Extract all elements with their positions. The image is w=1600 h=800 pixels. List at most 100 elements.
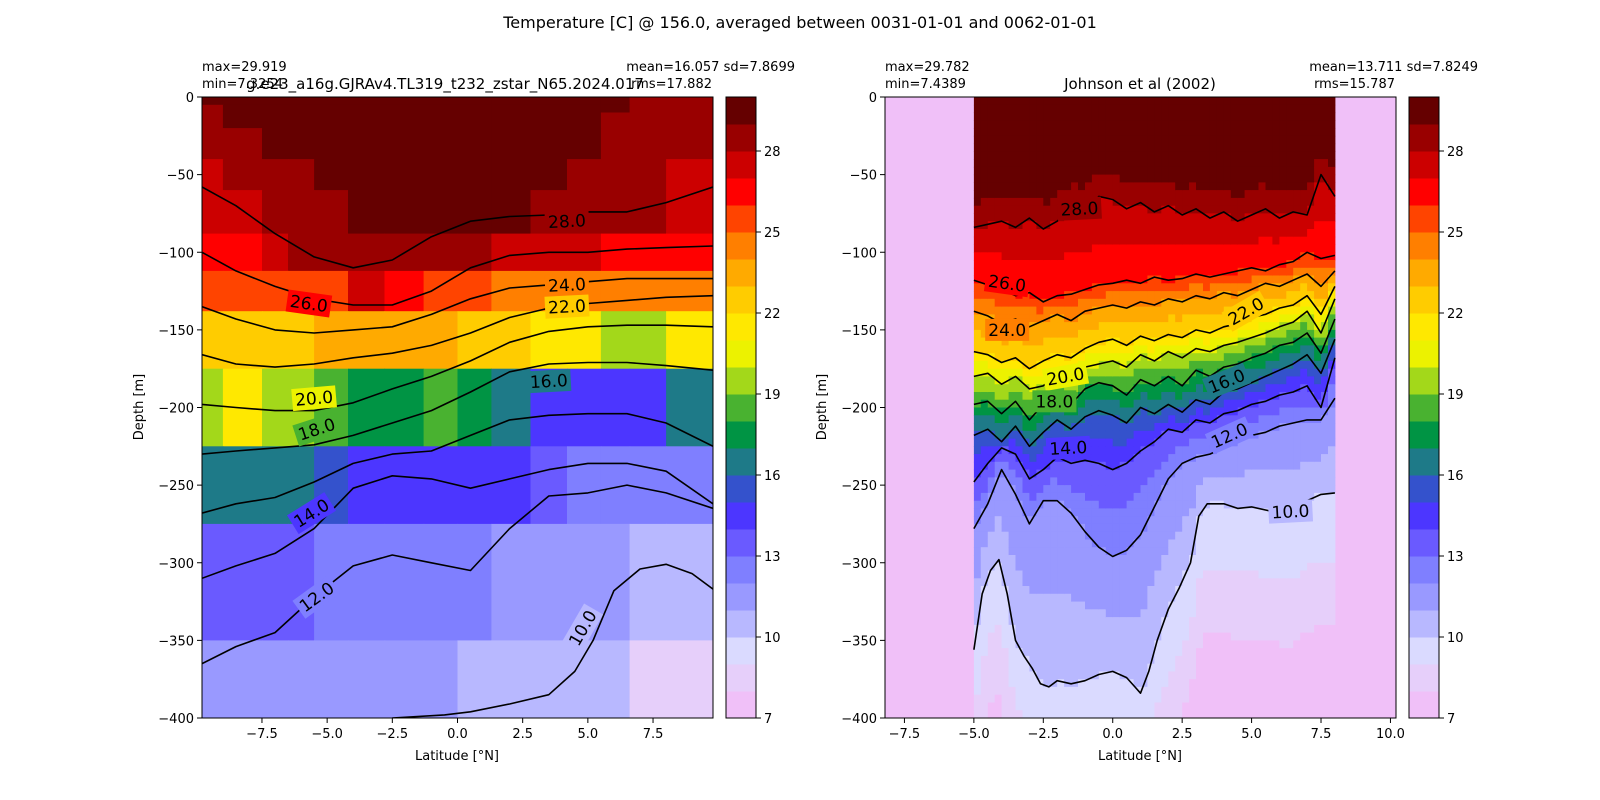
heatmap-cell xyxy=(1015,337,1023,346)
heatmap-cell xyxy=(1147,174,1155,183)
heatmap-cell xyxy=(1105,229,1114,238)
heatmap-cell xyxy=(1147,617,1155,626)
heatmap-cell xyxy=(1196,423,1204,432)
heatmap-cell xyxy=(348,446,386,525)
heatmap-cell xyxy=(1244,267,1252,277)
heatmap-cell xyxy=(1036,508,1044,517)
heatmap-cell xyxy=(1272,562,1280,572)
heatmap-cell xyxy=(994,221,1003,230)
heatmap-cell xyxy=(1001,617,1009,626)
heatmap-cell xyxy=(1258,291,1266,300)
heatmap-cell xyxy=(1147,97,1155,106)
heatmap-cell xyxy=(1085,609,1093,618)
heatmap-cell xyxy=(1258,143,1266,152)
figure-title: Temperature [C] @ 156.0, averaged betwee… xyxy=(502,13,1097,32)
heatmap-cell xyxy=(1064,477,1072,486)
heatmap-cell xyxy=(1321,601,1329,610)
heatmap-cell xyxy=(1119,306,1128,315)
heatmap-cell xyxy=(1189,112,1197,121)
heatmap-cell xyxy=(1182,648,1190,657)
heatmap-cell xyxy=(1182,112,1190,121)
heatmap-cell xyxy=(994,128,1003,137)
heatmap-cell xyxy=(987,671,996,680)
heatmap-cell xyxy=(1209,283,1218,292)
heatmap-cell xyxy=(1015,469,1023,478)
heatmap-cell xyxy=(1147,539,1155,548)
heatmap-cell xyxy=(1314,353,1322,362)
heatmap-cell xyxy=(1216,407,1225,416)
heatmap-cell xyxy=(1008,360,1016,370)
heatmap-cell xyxy=(1098,578,1107,587)
heatmap-cell xyxy=(980,120,989,129)
heatmap-cell xyxy=(1119,291,1128,300)
heatmap-cell xyxy=(1112,671,1121,680)
heatmap-cell xyxy=(1314,368,1322,377)
heatmap-cell xyxy=(1057,345,1065,354)
heatmap-cell xyxy=(1244,415,1252,424)
heatmap-cell xyxy=(1057,360,1065,370)
heatmap-cell xyxy=(1043,632,1051,641)
heatmap-cell xyxy=(1008,640,1016,649)
heatmap-cell xyxy=(1300,578,1308,587)
heatmap-cell xyxy=(1314,221,1322,230)
heatmap-cell xyxy=(1216,174,1225,183)
heatmap-cell xyxy=(1272,120,1280,129)
heatmap-cell xyxy=(1112,260,1121,269)
heatmap-cell xyxy=(1008,686,1016,696)
heatmap-cell xyxy=(1279,407,1287,416)
heatmap-cell xyxy=(1314,601,1322,610)
heatmap-cell xyxy=(1196,213,1204,222)
model-x-label: Latitude [°N] xyxy=(415,749,499,764)
heatmap-cell xyxy=(1071,663,1079,672)
heatmap-cell xyxy=(1237,182,1246,191)
heatmap-cell xyxy=(1147,353,1155,362)
heatmap-cell xyxy=(1244,671,1252,680)
heatmap-cell xyxy=(1314,461,1322,471)
heatmap-cell xyxy=(1154,562,1162,572)
heatmap-cell xyxy=(1161,283,1169,292)
heatmap-cell xyxy=(1251,694,1259,703)
heatmap-cell xyxy=(1223,244,1232,253)
heatmap-cell xyxy=(1001,252,1009,261)
heatmap-cell xyxy=(1300,112,1308,121)
heatmap-cell xyxy=(994,97,1003,106)
obs-contours xyxy=(973,173,1336,695)
colorbar-swatch xyxy=(726,97,756,125)
heatmap-cell xyxy=(1321,469,1329,478)
heatmap-cell xyxy=(1258,283,1266,292)
heatmap-cell xyxy=(666,97,713,106)
heatmap-cell xyxy=(1078,562,1086,572)
heatmap-cell xyxy=(1161,384,1169,393)
heatmap-cell xyxy=(980,159,989,168)
heatmap-cell xyxy=(1057,640,1065,649)
heatmap-cell xyxy=(1001,360,1009,370)
heatmap-cell xyxy=(1161,663,1169,672)
heatmap-cell xyxy=(994,454,1003,463)
heatmap-cell xyxy=(1098,236,1107,245)
heatmap-cell xyxy=(1133,477,1141,486)
heatmap-cell xyxy=(1182,229,1190,238)
heatmap-cell xyxy=(1293,446,1301,455)
heatmap-cell xyxy=(1251,345,1259,354)
heatmap-cell xyxy=(1328,601,1336,610)
heatmap-cell xyxy=(1029,174,1037,183)
heatmap-cell xyxy=(1203,461,1211,471)
heatmap-cell xyxy=(1279,702,1287,711)
heatmap-cell xyxy=(1293,586,1301,595)
heatmap-cell xyxy=(1209,360,1218,370)
heatmap-cell xyxy=(1112,236,1121,245)
heatmap-cell xyxy=(1085,570,1093,579)
heatmap-cell xyxy=(1001,694,1009,703)
heatmap-cell xyxy=(1321,267,1329,277)
heatmap-cell xyxy=(1265,314,1273,323)
heatmap-cell xyxy=(1223,415,1232,424)
heatmap-cell xyxy=(1126,229,1134,238)
heatmap-cell xyxy=(1258,438,1266,447)
heatmap-cell xyxy=(1203,562,1211,572)
heatmap-cell xyxy=(1175,260,1183,269)
heatmap-cell xyxy=(1203,360,1211,370)
heatmap-cell xyxy=(1098,430,1107,440)
heatmap-cell xyxy=(1265,345,1273,354)
heatmap-cell xyxy=(1085,159,1093,168)
heatmap-cell xyxy=(1279,578,1287,587)
